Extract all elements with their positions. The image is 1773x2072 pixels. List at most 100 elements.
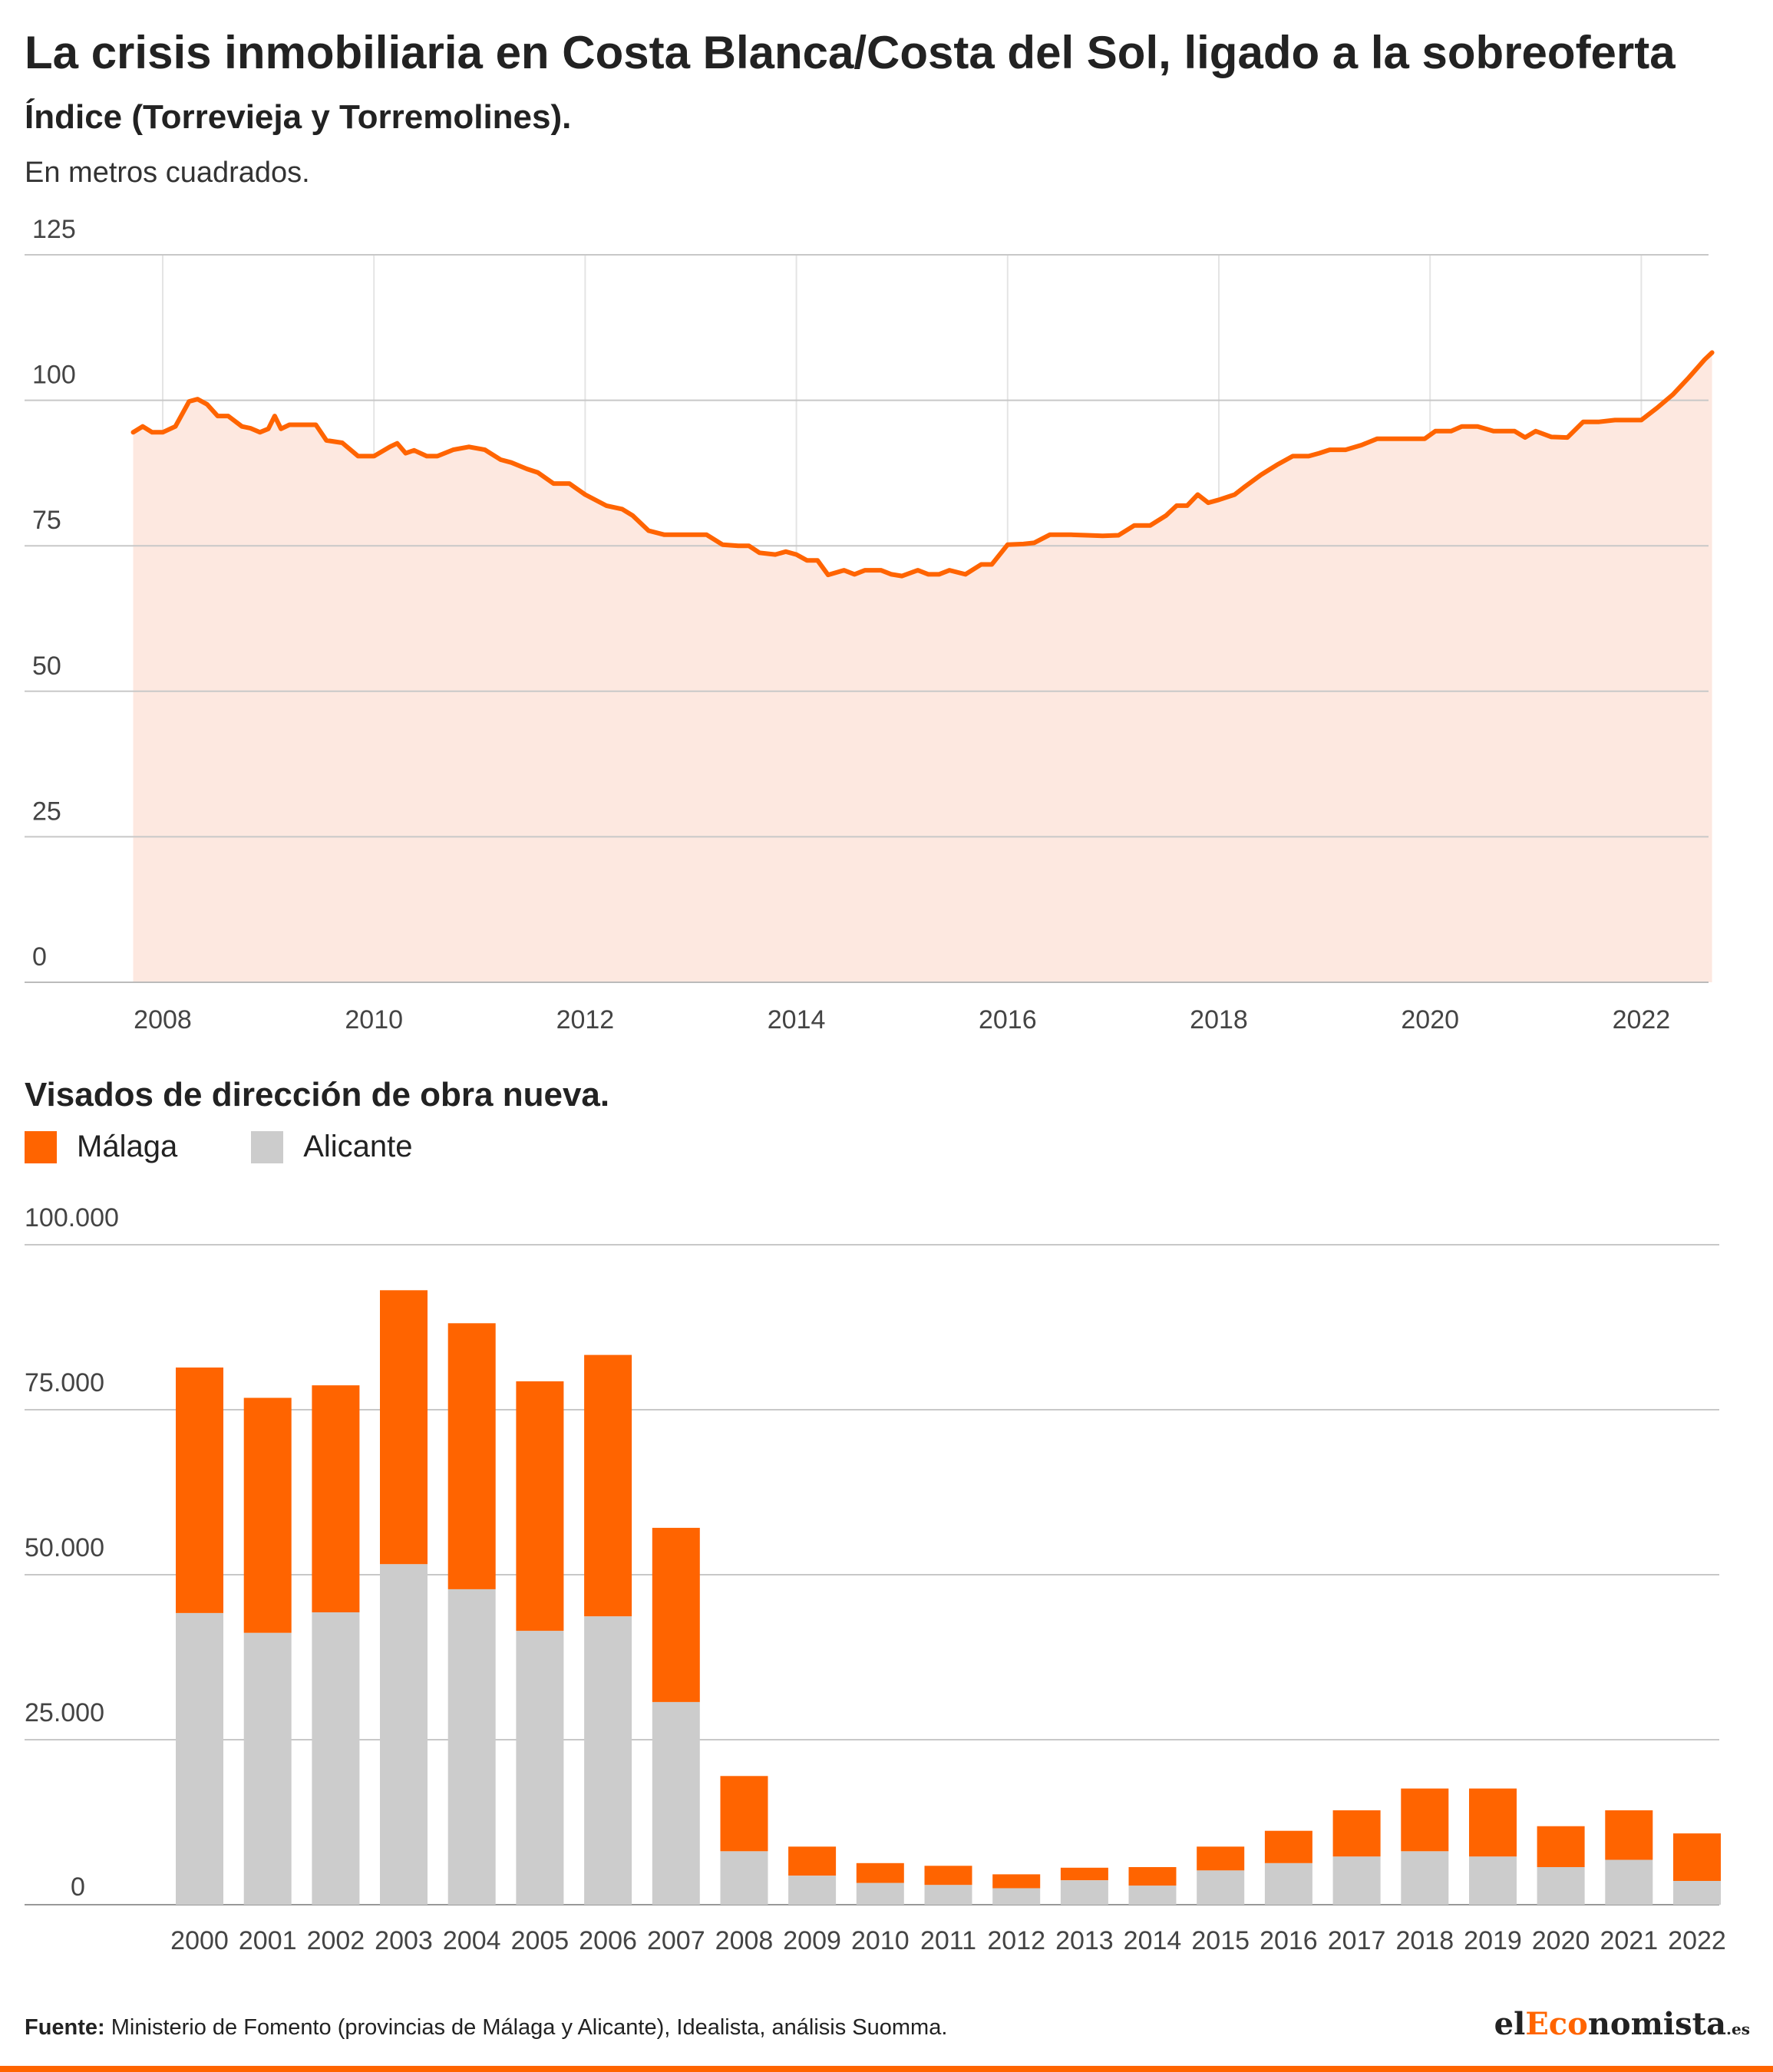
bar-alicante-2002 [312,1612,360,1905]
bar-x-tick-2004: 2004 [443,1926,501,1955]
y-tick-100: 100 [32,361,76,390]
bar-x-tick-2010: 2010 [851,1926,910,1955]
bar-x-tick-2008: 2008 [715,1926,774,1955]
bar-malaga-2010 [856,1862,904,1883]
visados-bar-chart: 0 25.000 50.000 75.000 100.000 2000 2001 2002 20… [25,1203,1726,1955]
bar-alicante-2003 [380,1564,428,1905]
bar-alicante-2014 [1128,1886,1177,1905]
legend-swatch-alicante [251,1130,284,1163]
bar-x-tick-2018: 2018 [1395,1926,1454,1955]
bar-malaga-2016 [1264,1830,1312,1863]
brand-suffix: .es [1726,2020,1750,2038]
bar-alicante-2004 [447,1589,496,1905]
bar-alicante-2009 [788,1876,837,1905]
bar-x-tick-2003: 2003 [375,1926,433,1955]
bar-malaga-2015 [1197,1846,1245,1871]
bar-malaga-2004 [447,1323,496,1589]
bar-x-tick-2020: 2020 [1532,1926,1590,1955]
y-tick-125: 125 [32,215,76,244]
bar-x-tick-2021: 2021 [1600,1926,1658,1955]
bar-alicante-2008 [720,1851,768,1905]
bar-malaga-2018 [1401,1788,1449,1852]
bar-alicante-2015 [1197,1870,1245,1905]
bar-malaga-2003 [380,1290,428,1565]
x-tick-2020: 2020 [1401,1005,1459,1034]
bar-alicante-2001 [243,1632,292,1905]
bar-malaga-2020 [1537,1826,1585,1867]
bar-malaga-2011 [924,1866,972,1886]
bar-alicante-2007 [652,1702,700,1905]
x-tick-2016: 2016 [979,1005,1037,1034]
bar-alicante-2018 [1401,1851,1449,1905]
bar-x-tick-2019: 2019 [1464,1926,1522,1955]
bar-malaga-2001 [243,1397,292,1633]
bar-alicante-2021 [1605,1859,1653,1905]
brand-accent: Eco [1525,2006,1588,2042]
bar-y-tick-100.000: 100.000 [25,1203,119,1232]
bar-alicante-2019 [1469,1856,1517,1905]
bar-alicante-2012 [992,1888,1041,1905]
bar-x-tick-2013: 2013 [1055,1926,1114,1955]
bar-malaga-2017 [1332,1810,1381,1857]
x-tick-2008: 2008 [134,1005,192,1034]
bar-y-tick-50.000: 50.000 [25,1533,104,1562]
source-note: Fuente: Ministerio de Fomento (provincia… [25,2015,947,2041]
chart1-subtitle: Índice (Torrevieja y Torremolines). [25,98,572,136]
bar-x-tick-2001: 2001 [239,1926,297,1955]
bar-alicante-2016 [1264,1862,1312,1905]
bar-alicante-2010 [856,1882,904,1905]
bar-malaga-2012 [992,1874,1041,1889]
bar-malaga-2008 [720,1776,768,1852]
legend-label-alicante: Alicante [303,1130,413,1163]
bar-malaga-2006 [584,1354,632,1617]
bar-alicante-2017 [1332,1856,1381,1905]
bar-x-tick-2012: 2012 [987,1926,1045,1955]
x-tick-2022: 2022 [1613,1005,1671,1034]
bar-y-tick-0: 0 [71,1872,85,1902]
source-text: Ministerio de Fomento (provincias de Mál… [104,2015,948,2040]
bar-x-tick-2002: 2002 [307,1926,365,1955]
bar-alicante-2020 [1537,1867,1585,1905]
bar-y-tick-75.000: 75.000 [25,1368,104,1397]
bar-malaga-2014 [1128,1867,1177,1886]
y-tick-0: 0 [32,942,47,972]
chart2-title: Visados de dirección de obra nueva. [25,1076,610,1114]
bar-x-tick-2007: 2007 [647,1926,705,1955]
bar-x-tick-2000: 2000 [170,1926,229,1955]
bar-x-tick-2017: 2017 [1328,1926,1386,1955]
bar-malaga-2019 [1469,1788,1517,1857]
bar-malaga-2007 [652,1527,700,1702]
legend-label-malaga: Málaga [77,1130,178,1163]
bar-alicante-2022 [1673,1881,1721,1905]
x-tick-2018: 2018 [1190,1005,1248,1034]
bar-alicante-2011 [924,1885,972,1905]
y-tick-50: 50 [32,652,61,681]
bar-x-tick-2015: 2015 [1191,1926,1250,1955]
bottom-accent-bar [0,2066,1773,2072]
bar-y-tick-25.000: 25.000 [25,1698,104,1727]
index-line [130,350,1715,579]
x-tick-2014: 2014 [768,1005,826,1034]
bar-x-tick-2022: 2022 [1668,1926,1726,1955]
bar-malaga-2009 [788,1846,837,1876]
brand-logo: elEconomista.es [1494,2006,1750,2042]
legend-item-alicante: Alicante [251,1130,413,1164]
bar-alicante-2013 [1060,1880,1108,1905]
brand-rest: nomista [1587,2006,1727,2042]
bar-x-tick-2009: 2009 [783,1926,841,1955]
chart-title: La crisis inmobiliaria en Costa Blanca/C… [25,27,1676,78]
bar-x-tick-2011: 2011 [920,1926,976,1955]
bar-alicante-2000 [176,1612,223,1905]
bar-malaga-2000 [176,1368,223,1613]
bar-malaga-2002 [312,1385,360,1612]
x-tick-2010: 2010 [345,1005,403,1034]
y-tick-25: 25 [32,797,61,826]
bar-x-tick-2006: 2006 [579,1926,637,1955]
source-label: Fuente: [25,2015,105,2040]
bar-alicante-2006 [584,1616,632,1905]
y-tick-75: 75 [32,506,61,535]
bar-alicante-2005 [516,1631,564,1905]
bar-malaga-2005 [516,1381,564,1632]
bar-malaga-2021 [1605,1810,1653,1860]
legend-swatch-malaga [25,1130,57,1163]
